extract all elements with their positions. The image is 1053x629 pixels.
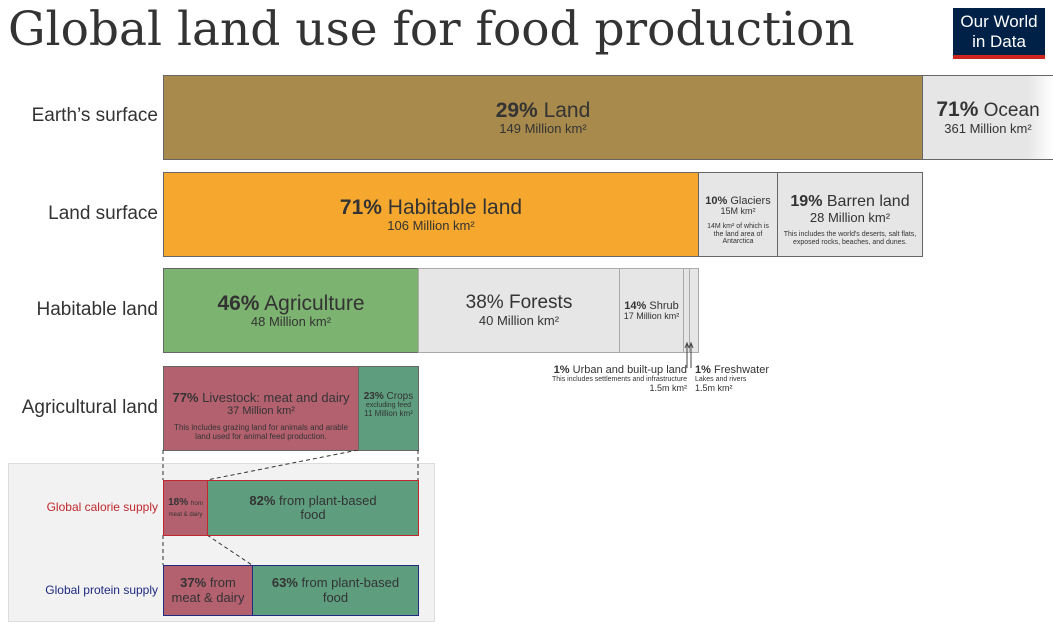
title: Global land use for food production	[8, 2, 855, 57]
text: Ocean	[983, 100, 1040, 122]
text: 29%	[495, 98, 538, 122]
label: 18% from meat & dairy	[164, 497, 207, 519]
text: Livestock: meat and dairy	[202, 390, 350, 405]
logo-line: in Data	[972, 32, 1026, 51]
logo-line: Our World	[960, 12, 1038, 31]
label: 19% Barren land	[790, 193, 909, 211]
calorie-plant: 82% from plant-based food	[207, 480, 419, 536]
text: Crops	[386, 391, 414, 402]
row-label: Agricultural land	[21, 397, 158, 418]
label: 37% from meat & dairy	[168, 575, 248, 605]
area: 40 Million km²	[478, 312, 560, 328]
label: 71% Habitable land	[340, 196, 522, 219]
glaciers-bar: 10% Glaciers 15M km² 14M km² of which is…	[698, 172, 778, 257]
text: Urban and built-up land	[572, 364, 687, 376]
label: 10% Glaciers	[705, 195, 770, 207]
freshwater-bar	[689, 268, 699, 353]
text: Freshwater	[713, 364, 769, 376]
area: 149 Million km²	[499, 120, 587, 136]
label: 23% Crops	[364, 391, 413, 402]
freshwater-note: 1% Freshwater Lakes and rivers 1.5m km²	[695, 364, 815, 393]
land-bar: 29% Land 149 Million km²	[163, 75, 923, 160]
protein-plant: 63% from plant-based food	[252, 565, 419, 616]
label: 14% Shrub	[624, 300, 678, 312]
shrub-bar: 14% Shrub 17 Million km²	[619, 268, 684, 353]
text: Agriculture	[264, 291, 365, 315]
text: 71%	[339, 195, 382, 219]
text: 1%	[695, 364, 711, 376]
text: 71%	[936, 98, 979, 122]
crops-bar: 23% Crops excluding feed 11 Million km²	[358, 366, 419, 451]
agriculture-bar: 46% Agriculture 48 Million km²	[163, 268, 419, 353]
text: 77%	[172, 390, 199, 405]
text: from meat & dairy	[171, 575, 245, 605]
area: 361 Million km²	[944, 121, 1032, 137]
ocean-bar: 71% Ocean 361 Million km²	[922, 75, 1053, 160]
text: Shrub	[649, 299, 679, 312]
note: Lakes and rivers	[695, 376, 747, 383]
logo: Our World in Data	[953, 8, 1045, 59]
label: 71% Ocean	[936, 98, 1039, 122]
text: 18%	[168, 497, 189, 508]
area: 11 Million km²	[364, 408, 413, 418]
label: 46% Agriculture	[217, 292, 364, 315]
text: 46%	[217, 291, 260, 315]
forests-bar: 38% Forests 40 Million km²	[418, 268, 620, 353]
note: This includes grazing land for animals a…	[174, 423, 348, 442]
label: 1% Urban and built-up land	[487, 364, 687, 376]
text: Glaciers	[730, 195, 771, 207]
text: Barren land	[826, 193, 910, 210]
label: 29% Land	[496, 99, 591, 122]
label: 82% from plant-based food	[248, 492, 378, 523]
area: 1.5m km²	[649, 383, 687, 393]
text: 37%	[180, 575, 207, 591]
urban-note: 1% Urban and built-up land This includes…	[487, 364, 687, 393]
protein-meat: 37% from meat & dairy	[163, 565, 253, 616]
label: 63% from plant-based food	[266, 575, 406, 605]
connectors	[162, 450, 419, 566]
row-label: Land surface	[48, 203, 158, 224]
text: 10%	[705, 195, 728, 207]
area: 48 Million km²	[250, 313, 332, 329]
text: from plant-based food	[279, 492, 377, 522]
row-label: Habitable land	[36, 299, 158, 320]
text: Habitable land	[387, 195, 523, 219]
text: 38%	[465, 291, 504, 313]
barren-bar: 19% Barren land 28 Million km² This incl…	[777, 172, 923, 257]
note: This includes the world's deserts, salt …	[783, 230, 917, 246]
text: 82%	[249, 492, 276, 508]
label: 38% Forests	[465, 291, 573, 314]
label: 1% Freshwater	[695, 364, 815, 376]
text: 1%	[553, 364, 570, 376]
text: from meat & dairy	[168, 501, 203, 518]
text: 63%	[271, 575, 298, 591]
area: 1.5m km²	[695, 383, 733, 393]
label: 77% Livestock: meat and dairy	[172, 390, 350, 405]
area: 28 Million km²	[809, 209, 891, 225]
text: Land	[543, 98, 591, 122]
text: from plant-based food	[301, 575, 400, 605]
habitable-bar: 71% Habitable land 106 Million km²	[163, 172, 699, 257]
protein-label: Global protein supply	[45, 583, 158, 597]
arrows	[684, 341, 694, 368]
text: 14%	[624, 299, 647, 312]
area: 15M km²	[720, 206, 756, 217]
area: 17 Million km²	[623, 310, 680, 321]
calorie-meat: 18% from meat & dairy	[163, 480, 208, 536]
area: 106 Million km²	[387, 217, 475, 233]
calorie-label: Global calorie supply	[46, 500, 158, 514]
text: 23%	[363, 391, 384, 402]
note: This includes settlements and infrastruc…	[551, 376, 687, 383]
livestock-bar: 77% Livestock: meat and dairy 37 Million…	[163, 366, 359, 451]
text: Forests	[508, 291, 573, 313]
area: 37 Million km²	[227, 405, 295, 418]
row-label: Earth’s surface	[31, 105, 158, 126]
note: excluding feed	[365, 402, 412, 409]
note: 14M km² of which is the land area of Ant…	[707, 222, 769, 246]
text: 19%	[790, 193, 823, 210]
